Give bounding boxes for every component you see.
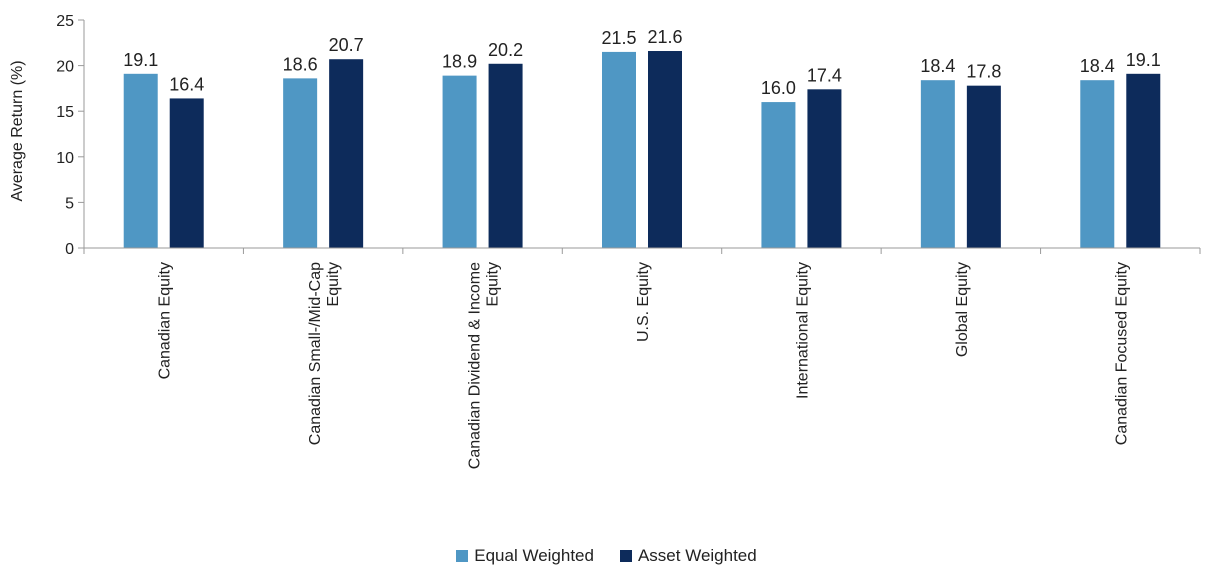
x-category-label-line: Canadian Focused Equity [1113, 262, 1130, 445]
x-category-label: Canadian Focused Equity [1113, 262, 1130, 445]
data-label: 20.2 [488, 40, 523, 60]
bar [169, 98, 204, 248]
legend-label: Equal Weighted [474, 546, 594, 565]
bar [920, 80, 955, 248]
x-category-label-line: International Equity [794, 262, 811, 399]
legend-item: Equal Weighted [456, 546, 594, 566]
bar [442, 75, 477, 248]
x-category-label-line: Global Equity [954, 262, 971, 357]
x-category-label: Global Equity [954, 262, 971, 357]
data-label: 16.4 [169, 74, 204, 94]
data-label: 18.4 [920, 56, 955, 76]
x-category-label: U.S. Equity [635, 262, 652, 342]
y-tick-label: 0 [65, 241, 74, 258]
bar [283, 78, 318, 248]
legend-label: Asset Weighted [637, 546, 757, 565]
y-axis: 0 5 10 15 20 25 [56, 13, 85, 258]
data-label: 18.9 [442, 52, 477, 72]
bar [329, 59, 364, 248]
data-label: 17.4 [807, 65, 842, 85]
y-axis-title: Average Return (%) [9, 60, 26, 201]
data-label: 21.6 [647, 27, 682, 47]
y-tick-label: 25 [56, 13, 74, 30]
y-tick-label: 15 [56, 104, 74, 121]
y-tick-label: 10 [56, 150, 74, 167]
bar-chart: 0 5 10 15 20 25 19.1 16.4 18.6 20.7 18.9 20.2 21.5 2… [9, 13, 1201, 469]
bar [1080, 80, 1115, 248]
x-category-label-line: Equity [325, 262, 342, 306]
x-category-label-line: Canadian Equity [157, 262, 174, 379]
x-category-label-line: Equity [485, 262, 502, 306]
data-label: 19.1 [123, 50, 158, 70]
x-category-label-line: Canadian Small-/Mid-Cap [307, 262, 324, 445]
x-category-label: International Equity [794, 262, 811, 399]
bar [966, 85, 1001, 248]
legend-swatch [619, 550, 632, 562]
y-tick-label: 20 [56, 59, 74, 76]
x-axis: Canadian Equity Canadian Small-/Mid-CapEq… [83, 247, 1201, 469]
x-category-label-line: U.S. Equity [635, 262, 652, 342]
data-labels-group: 19.1 16.4 18.6 20.7 18.9 20.2 21.5 21.6 16.0 17.4… [123, 27, 1161, 98]
data-label: 19.1 [1126, 50, 1161, 70]
data-label: 16.0 [761, 78, 796, 98]
data-label: 21.5 [601, 28, 636, 48]
x-category-label: Canadian Small-/Mid-CapEquity [307, 262, 342, 445]
x-category-label: Canadian Equity [157, 262, 174, 379]
y-tick-label: 5 [65, 195, 74, 212]
x-category-label: Canadian Dividend & IncomeEquity [467, 262, 502, 469]
bars-group [123, 51, 1161, 249]
data-label: 18.6 [283, 54, 318, 74]
bar [807, 89, 842, 248]
bar [761, 102, 796, 248]
legend-item: Asset Weighted [619, 546, 757, 566]
x-category-label-line: Canadian Dividend & Income [467, 262, 484, 469]
bar [123, 73, 158, 248]
bar [648, 51, 682, 249]
bar [602, 51, 636, 248]
legend-swatch [456, 550, 469, 562]
legend: Equal Weighted Asset Weighted [0, 546, 1213, 566]
data-label: 17.8 [966, 62, 1001, 82]
data-label: 18.4 [1080, 56, 1115, 76]
bar [1126, 73, 1161, 248]
bar [488, 63, 523, 248]
data-label: 20.7 [329, 35, 364, 55]
